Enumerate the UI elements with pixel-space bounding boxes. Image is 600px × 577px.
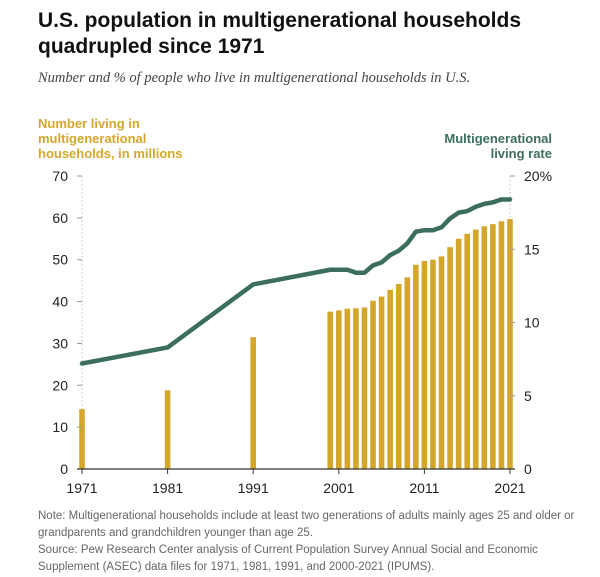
left-tick-label: 50 [52, 252, 68, 268]
bar-1991 [250, 337, 256, 469]
bar-2014 [447, 247, 453, 469]
left-tick-label: 0 [60, 461, 68, 477]
right-tick-label: 15 [524, 241, 540, 257]
bar-2020 [498, 221, 505, 469]
right-tick-label: 0 [524, 461, 532, 477]
x-tick-label: 1971 [66, 480, 97, 496]
bar-2002 [344, 308, 351, 469]
chart-area: Number living in multigenerational househo… [38, 116, 552, 496]
x-tick-label: 2021 [494, 480, 525, 496]
chart-subtitle: Number and % of people who live in multi… [38, 70, 471, 86]
left-tick-label: 40 [52, 294, 68, 310]
right-axis-label: Multigenerational living rate [444, 131, 552, 161]
bar-2012 [430, 259, 436, 469]
bar-2021 [507, 219, 513, 469]
bar-2010 [413, 264, 419, 469]
bar-2015 [455, 238, 462, 469]
bar-2018 [481, 226, 488, 469]
x-tick-label: 2001 [323, 480, 354, 496]
chart-source: Source: Pew Research Center analysis of … [38, 544, 538, 573]
bar-2007 [387, 289, 393, 469]
left-tick-label: 20 [52, 377, 68, 393]
rate-series-line [79, 197, 513, 366]
bar-1971 [79, 409, 85, 469]
bar-2019 [490, 224, 496, 469]
bar-2001 [336, 310, 342, 469]
x-tick-label: 1991 [238, 480, 269, 496]
bar-2005 [370, 300, 376, 469]
left-axis-label: Number living in multigenerational househo… [38, 116, 182, 161]
bar-2009 [404, 277, 411, 469]
bar-2013 [438, 256, 445, 469]
left-axis-label-line: multigenerational [38, 131, 146, 146]
left-tick-label: 30 [52, 335, 68, 351]
bar-2016 [464, 233, 470, 469]
left-tick-label: 60 [52, 210, 68, 226]
left-tick-label: 70 [52, 168, 68, 184]
x-tick-label: 1981 [152, 480, 183, 496]
bar-2003 [353, 308, 359, 469]
bar-2004 [361, 307, 368, 469]
right-tick-label: 10 [524, 315, 540, 331]
bar-2008 [395, 283, 402, 469]
bar-2017 [472, 229, 479, 469]
bar-2011 [421, 260, 428, 469]
chart-title: U.S. population in multigenerational hou… [38, 9, 522, 58]
right-axis-label-line: Multigenerational [444, 131, 552, 146]
right-tick-label: 20% [524, 168, 552, 184]
bar-2006 [378, 296, 385, 469]
left-axis-label-line: Number living in [38, 116, 140, 131]
bars-layer [79, 219, 513, 469]
chart-notes: Note: Multigenerational households inclu… [38, 508, 588, 576]
bar-1981 [164, 390, 171, 469]
x-tick-label: 2011 [409, 480, 439, 496]
bar-2000 [327, 311, 334, 469]
right-axis-label-line: living rate [491, 146, 552, 161]
axis-layer: 0 10 20 30 40 50 60 70 0 5 10 15 20% 1971 1981 1991 2001… [52, 168, 552, 496]
right-tick-label: 5 [524, 388, 532, 404]
chart-note: Note: Multigenerational households inclu… [38, 510, 575, 539]
left-tick-label: 10 [52, 419, 68, 435]
left-axis-label-line: households, in millions [38, 146, 182, 161]
